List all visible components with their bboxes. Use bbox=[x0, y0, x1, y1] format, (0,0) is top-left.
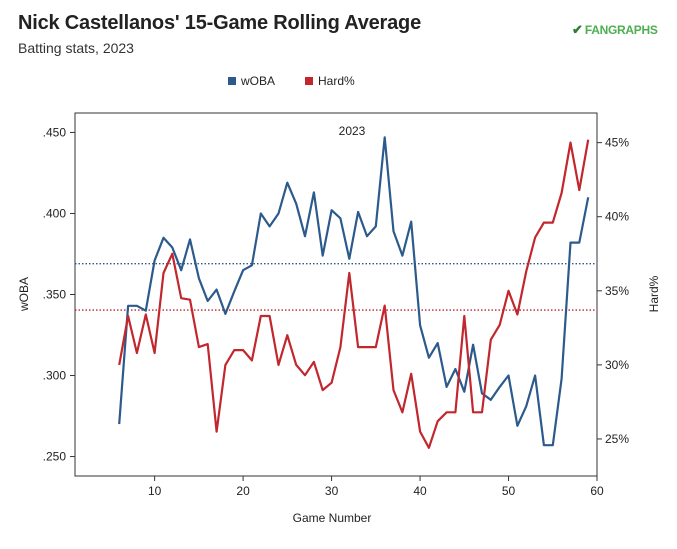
x-axis-title: Game Number bbox=[293, 511, 372, 525]
series-line-hard bbox=[118, 139, 590, 449]
y-left-tick-label: .250 bbox=[43, 450, 67, 464]
series-layer bbox=[118, 136, 590, 449]
y-right-tick-label: 30% bbox=[605, 358, 629, 372]
series-line-woba bbox=[118, 136, 590, 447]
panel-label: 2023 bbox=[339, 124, 366, 138]
y-right-tick-label: 35% bbox=[605, 284, 629, 298]
y-right-tick-label: 45% bbox=[605, 136, 629, 150]
y-axis-right: 25% 30% 35% 40% 45% bbox=[597, 136, 629, 446]
y-left-tick-label: .450 bbox=[43, 125, 67, 139]
y-axis-left: .250 .300 .350 .400 .450 bbox=[43, 125, 75, 464]
x-tick-label: 50 bbox=[502, 484, 516, 498]
x-tick-label: 20 bbox=[236, 484, 250, 498]
legend: wOBA Hard% bbox=[228, 74, 355, 88]
x-tick-label: 40 bbox=[413, 484, 427, 498]
y-left-tick-label: .300 bbox=[43, 369, 67, 383]
y-axis-left-title: wOBA bbox=[17, 277, 31, 312]
x-tick-label: 10 bbox=[148, 484, 162, 498]
x-tick-label: 60 bbox=[590, 484, 604, 498]
y-right-tick-label: 25% bbox=[605, 432, 629, 446]
legend-label-hard: Hard% bbox=[318, 74, 355, 88]
x-tick-label: 30 bbox=[325, 484, 339, 498]
legend-label-woba: wOBA bbox=[240, 74, 275, 88]
fangraphs-logo-text: FANGRAPHS bbox=[584, 23, 658, 37]
y-left-tick-label: .400 bbox=[43, 206, 67, 220]
fangraphs-leaf-icon: ✔ bbox=[572, 22, 583, 37]
legend-swatch-woba bbox=[228, 77, 236, 85]
reference-lines bbox=[75, 263, 597, 311]
y-right-tick-label: 40% bbox=[605, 210, 629, 224]
y-left-tick-label: .350 bbox=[43, 288, 67, 302]
chart-title: Nick Castellanos' 15-Game Rolling Averag… bbox=[18, 12, 422, 34]
chart-subtitle: Batting stats, 2023 bbox=[18, 40, 134, 56]
legend-swatch-hard bbox=[305, 77, 313, 85]
fangraphs-logo: ✔ FANGRAPHS bbox=[572, 22, 658, 38]
y-axis-right-title: Hard% bbox=[647, 275, 661, 312]
x-axis: 10 20 30 40 50 60 bbox=[148, 476, 604, 498]
